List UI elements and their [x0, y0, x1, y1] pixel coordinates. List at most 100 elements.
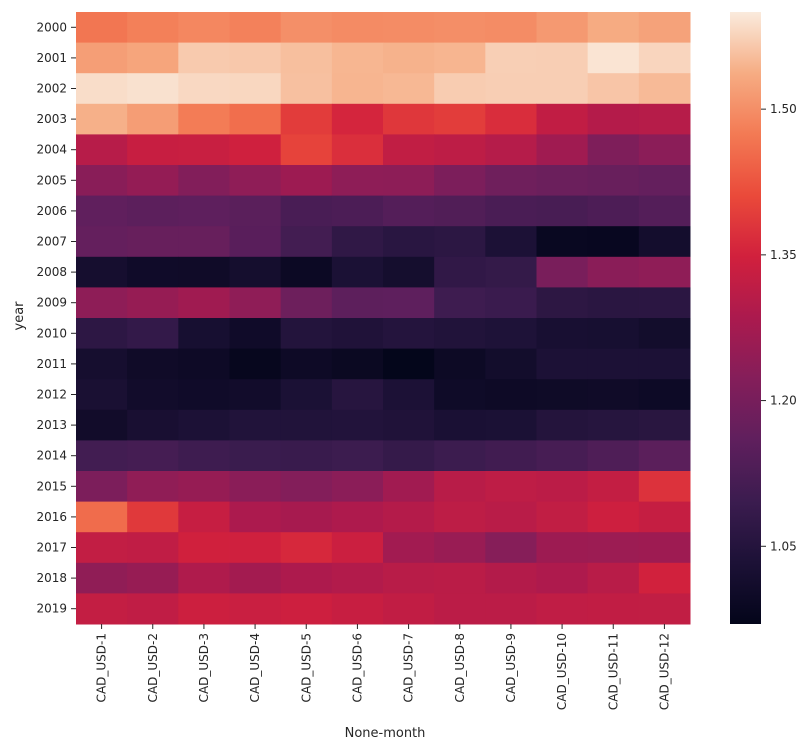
- heatmap-cell: [434, 42, 486, 74]
- heatmap-cell: [485, 562, 537, 594]
- heatmap-cell: [587, 103, 640, 135]
- heatmap-cell: [638, 562, 691, 594]
- heatmap-cell: [127, 226, 179, 258]
- x-tick-label: CAD_USD-5: [299, 633, 313, 702]
- heatmap-cell: [536, 12, 589, 44]
- heatmap-cell: [638, 440, 691, 472]
- heatmap-cell: [587, 593, 640, 625]
- heatmap-cell: [587, 440, 640, 472]
- heatmap-cell: [587, 12, 640, 44]
- heatmap-cell: [331, 379, 384, 411]
- heatmap-cell: [229, 165, 282, 197]
- heatmap-cell: [280, 73, 333, 105]
- heatmap-cell: [127, 409, 179, 441]
- heatmap-cell: [331, 42, 384, 74]
- heatmap-cell: [331, 12, 384, 44]
- heatmap-cell: [383, 532, 435, 564]
- heatmap-cell: [229, 348, 282, 380]
- heatmap-cell: [127, 318, 179, 350]
- heatmap-cell: [76, 593, 128, 625]
- heatmap-cell: [331, 593, 384, 625]
- heatmap-cell: [280, 532, 333, 564]
- heatmap-cell: [178, 440, 230, 472]
- heatmap-cell: [280, 287, 333, 319]
- heatmap-cell: [127, 42, 179, 74]
- heatmap-cell: [383, 103, 435, 135]
- heatmap-cell: [485, 348, 537, 380]
- heatmap-cell: [638, 379, 691, 411]
- heatmap-cell: [434, 440, 486, 472]
- heatmap-cell: [383, 318, 435, 350]
- heatmap-cell: [127, 195, 179, 227]
- heatmap-cell: [587, 195, 640, 227]
- heatmap-cell: [280, 42, 333, 74]
- heatmap-cells: [76, 12, 691, 625]
- heatmap-cell: [536, 532, 589, 564]
- x-tick-label: CAD_USD-4: [248, 633, 262, 702]
- heatmap-cell: [383, 226, 435, 258]
- heatmap-cell: [331, 501, 384, 533]
- heatmap-cell: [383, 409, 435, 441]
- heatmap-cell: [485, 501, 537, 533]
- heatmap-cell: [127, 440, 179, 472]
- heatmap-cell: [127, 532, 179, 564]
- heatmap-cell: [331, 409, 384, 441]
- colorbar-tick-label: 1.20: [770, 394, 797, 408]
- heatmap-cell: [638, 287, 691, 319]
- heatmap-cell: [280, 103, 333, 135]
- heatmap-cell: [638, 348, 691, 380]
- heatmap-cell: [229, 226, 282, 258]
- heatmap-cell: [331, 73, 384, 105]
- heatmap-cell: [331, 562, 384, 594]
- heatmap-cell: [127, 593, 179, 625]
- heatmap-cell: [76, 134, 128, 166]
- heatmap-cell: [76, 471, 128, 503]
- y-tick-label: 2004: [36, 143, 67, 157]
- heatmap-cell: [229, 440, 282, 472]
- heatmap-cell: [229, 103, 282, 135]
- heatmap-cell: [434, 165, 486, 197]
- heatmap-cell: [587, 134, 640, 166]
- heatmap-cell: [178, 501, 230, 533]
- heatmap-cell: [587, 562, 640, 594]
- heatmap-cell: [76, 532, 128, 564]
- y-tick-label: 2017: [36, 541, 67, 555]
- heatmap-cell: [383, 42, 435, 74]
- heatmap-cell: [587, 256, 640, 288]
- heatmap-cell: [434, 12, 486, 44]
- colorbar-ticks: 1.05 1.20 1.35 1.50: [761, 102, 797, 553]
- heatmap-cell: [536, 409, 589, 441]
- heatmap-cell: [638, 103, 691, 135]
- heatmap-cell: [229, 12, 282, 44]
- heatmap-cell: [587, 501, 640, 533]
- heatmap-cell: [536, 379, 589, 411]
- heatmap-cell: [485, 379, 537, 411]
- heatmap-cell: [178, 287, 230, 319]
- heatmap-cell: [76, 256, 128, 288]
- heatmap-cell: [229, 318, 282, 350]
- heatmap-cell: [229, 134, 282, 166]
- heatmap-cell: [229, 195, 282, 227]
- x-tick-label: CAD_USD-6: [350, 633, 364, 702]
- heatmap-cell: [178, 471, 230, 503]
- heatmap-cell: [280, 134, 333, 166]
- heatmap-cell: [331, 165, 384, 197]
- heatmap-cell: [280, 12, 333, 44]
- heatmap-cell: [587, 471, 640, 503]
- heatmap-cell: [280, 318, 333, 350]
- heatmap-cell: [383, 134, 435, 166]
- y-tick-label: 2018: [36, 571, 67, 585]
- heatmap-cell: [76, 42, 128, 74]
- heatmap-cell: [434, 195, 486, 227]
- heatmap-cell: [536, 562, 589, 594]
- heatmap-cell: [485, 226, 537, 258]
- y-tick-label: 2013: [36, 418, 67, 432]
- heatmap-cell: [434, 287, 486, 319]
- x-tick-label: CAD_USD-12: [657, 633, 671, 710]
- heatmap-cell: [536, 103, 589, 135]
- heatmap-cell: [638, 226, 691, 258]
- heatmap-cell: [383, 562, 435, 594]
- heatmap-cell: [229, 501, 282, 533]
- x-tick-label: CAD_USD-2: [146, 633, 160, 702]
